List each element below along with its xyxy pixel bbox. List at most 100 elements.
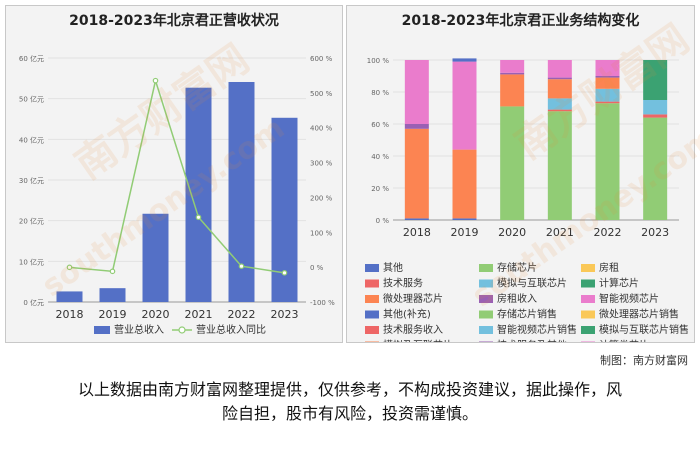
legend-label: 技术服务及其他 bbox=[497, 339, 567, 343]
x-axis-tick-label: 2018 bbox=[403, 226, 431, 239]
legend-label: 营业总收入 bbox=[114, 323, 164, 336]
right-axis-tick-label: 400 % bbox=[310, 125, 333, 133]
x-axis-tick-label: 2020 bbox=[498, 226, 526, 239]
stacked-bar-segment bbox=[500, 106, 525, 220]
legend-swatch bbox=[581, 326, 595, 334]
legend-swatch bbox=[479, 295, 493, 303]
growth-point bbox=[109, 268, 116, 275]
legend-swatch bbox=[581, 310, 595, 319]
x-axis-tick-label: 2019 bbox=[451, 226, 479, 239]
growth-point bbox=[195, 214, 202, 221]
legend-label: 存储芯片 bbox=[497, 261, 537, 274]
x-axis-tick-label: 2022 bbox=[594, 226, 622, 239]
stacked-bar-segment bbox=[547, 98, 572, 110]
x-axis-tick-label: 2021 bbox=[185, 308, 213, 321]
revenue-bar bbox=[185, 87, 212, 302]
stacked-bar-segment bbox=[643, 60, 668, 100]
legend-label: 智能视频芯片销售 bbox=[497, 323, 577, 336]
right-axis-tick-label: 300 % bbox=[310, 160, 333, 168]
legend-label: 微处理器芯片销售 bbox=[599, 308, 679, 321]
legend-swatch bbox=[178, 326, 186, 334]
legend-label: 计算类芯片 bbox=[599, 339, 649, 343]
legend-swatch bbox=[479, 279, 493, 288]
legend-swatch bbox=[479, 264, 493, 272]
stacked-bar-segment bbox=[595, 101, 620, 104]
legend-swatch bbox=[479, 326, 493, 334]
stacked-bar-segment bbox=[452, 58, 477, 62]
growth-point bbox=[238, 263, 245, 270]
left-axis-tick-label: 50 亿元 bbox=[19, 95, 44, 104]
legend-label: 其他(补充) bbox=[383, 308, 431, 321]
y-axis-tick-label: 40 % bbox=[371, 153, 389, 161]
revenue-bar bbox=[99, 288, 126, 302]
y-axis-tick-label: 60 % bbox=[371, 121, 389, 129]
stacked-bar-segment bbox=[547, 109, 572, 112]
stacked-bar-segment bbox=[547, 60, 572, 78]
stacked-bar-segment bbox=[404, 218, 429, 220]
stacked-bar-segment bbox=[595, 88, 620, 102]
x-axis-tick-label: 2023 bbox=[271, 308, 299, 321]
legend-label: 计算芯片 bbox=[599, 277, 639, 290]
y-axis-tick-label: 0 % bbox=[376, 217, 390, 225]
legend-label: 房租 bbox=[599, 261, 619, 274]
legend-label: 存储芯片销售 bbox=[497, 308, 557, 321]
stacked-bar-segment bbox=[404, 128, 429, 219]
y-axis-tick-label: 80 % bbox=[371, 89, 389, 97]
y-axis-tick-label: 100 % bbox=[367, 57, 390, 65]
legend-swatch bbox=[94, 326, 110, 334]
x-axis-tick-label: 2018 bbox=[56, 308, 84, 321]
legend-swatch bbox=[581, 341, 595, 342]
legend-label: 营业总收入同比 bbox=[196, 323, 266, 336]
revenue-chart: 0 亿元 10 亿元 20 亿元 30 亿元 40 亿元 50 亿元 60 亿元 -100 %… bbox=[19, 54, 335, 336]
stacked-bar-segment bbox=[452, 61, 477, 150]
x-axis-tick-label: 2020 bbox=[142, 308, 170, 321]
right-axis-tick-label: 200 % bbox=[310, 194, 333, 202]
disclaimer-text: 以上数据由南方财富网整理提供，仅供参考，不构成投资建议，据此操作，风 险自担，股… bbox=[0, 378, 700, 426]
right-axis-tick-label: 0 % bbox=[310, 264, 324, 272]
stacked-bar-segment bbox=[547, 111, 572, 220]
stacked-bar-segment bbox=[547, 79, 572, 99]
stacked-bar-segment bbox=[500, 74, 525, 107]
x-axis-tick-label: 2019 bbox=[99, 308, 127, 321]
stacked-bar-segment bbox=[595, 103, 620, 220]
revenue-chart-title: 2018-2023年北京君正营收状况 bbox=[69, 13, 279, 29]
legend-swatch bbox=[365, 326, 379, 334]
right-axis-tick-label: -100 % bbox=[310, 299, 335, 307]
stacked-bar-segment bbox=[595, 60, 620, 76]
stacked-bar-segment bbox=[404, 60, 429, 124]
legend-swatch bbox=[479, 310, 493, 319]
right-axis-tick-label: 600 % bbox=[310, 55, 333, 63]
stacked-bar-segment bbox=[500, 72, 525, 75]
legend-label: 其他 bbox=[383, 261, 403, 274]
legend-label: 微处理器芯片 bbox=[383, 292, 443, 305]
left-axis-tick-label: 10 亿元 bbox=[19, 257, 44, 266]
legend-swatch bbox=[365, 310, 379, 319]
right-axis-tick-label: 100 % bbox=[310, 229, 333, 237]
disclaimer-line: 险自担，股市有风险，投资需谨慎。 bbox=[221, 404, 478, 423]
left-axis-tick-label: 30 亿元 bbox=[19, 176, 44, 185]
legend-swatch bbox=[581, 295, 595, 303]
legend-swatch bbox=[581, 279, 595, 288]
stacked-bar-segment bbox=[643, 100, 668, 115]
stacked-bar-segment bbox=[643, 117, 668, 220]
growth-point bbox=[66, 264, 73, 271]
legend-swatch bbox=[365, 279, 379, 288]
legend-swatch bbox=[365, 264, 379, 272]
legend-label: 智能视频芯片 bbox=[599, 292, 659, 305]
chart-credit: 制图：南方财富网 bbox=[600, 354, 688, 367]
left-axis-tick-label: 60 亿元 bbox=[19, 54, 44, 63]
left-axis-tick-label: 40 亿元 bbox=[19, 135, 44, 144]
growth-point bbox=[152, 77, 159, 84]
stacked-bar-segment bbox=[595, 76, 620, 78]
stacked-bar-segment bbox=[595, 77, 620, 89]
legend-label: 技术服务 bbox=[383, 277, 423, 290]
left-axis-tick-label: 0 亿元 bbox=[23, 298, 44, 307]
x-axis-tick-label: 2022 bbox=[228, 308, 256, 321]
revenue-bar bbox=[142, 213, 169, 302]
legend-swatch bbox=[365, 341, 379, 342]
stacked-bar-segment bbox=[643, 114, 668, 118]
x-axis-tick-label: 2023 bbox=[641, 226, 669, 239]
stacked-bar-segment bbox=[452, 149, 477, 219]
revenue-bar bbox=[56, 291, 83, 302]
legend-label: 房租收入 bbox=[497, 292, 537, 305]
